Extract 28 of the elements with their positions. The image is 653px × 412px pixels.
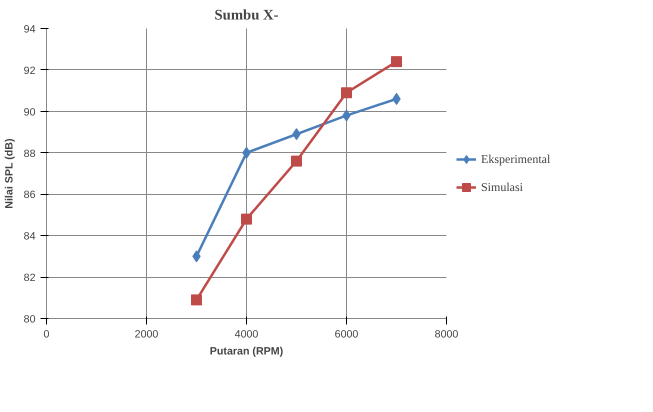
point — [391, 56, 402, 68]
y-tick-label: 90 — [24, 106, 36, 118]
x-axis-title: Putaran (RPM) — [210, 346, 284, 358]
point — [192, 250, 201, 262]
point — [241, 214, 252, 225]
point — [341, 87, 352, 98]
point — [291, 156, 302, 167]
y-tick-label: 80 — [24, 314, 36, 326]
x-tick-label: 2000 — [134, 328, 158, 340]
y-tick-label: 88 — [24, 148, 36, 160]
point — [342, 110, 351, 122]
y-tick-label: 86 — [24, 189, 36, 202]
y-axis-title: Nilai SPL (dB) — [4, 138, 16, 209]
y-tick-label: 92 — [24, 64, 36, 77]
chart-title: Sumbu X- — [214, 8, 279, 24]
y-tick-label: 94 — [24, 24, 36, 36]
point — [292, 128, 301, 140]
x-tick-label: 4000 — [234, 328, 258, 340]
y-tick-label: 84 — [24, 230, 36, 243]
legend-label: Eksperimental — [481, 152, 550, 166]
point — [392, 92, 401, 105]
point — [242, 146, 251, 159]
x-tick-label: 0 — [44, 328, 50, 340]
x-tick-label: 6000 — [334, 328, 358, 340]
x-tick-label: 8000 — [434, 328, 458, 340]
legend-label: Simulasi — [481, 180, 524, 194]
y-tick-label: 82 — [24, 272, 36, 284]
point — [191, 294, 202, 306]
